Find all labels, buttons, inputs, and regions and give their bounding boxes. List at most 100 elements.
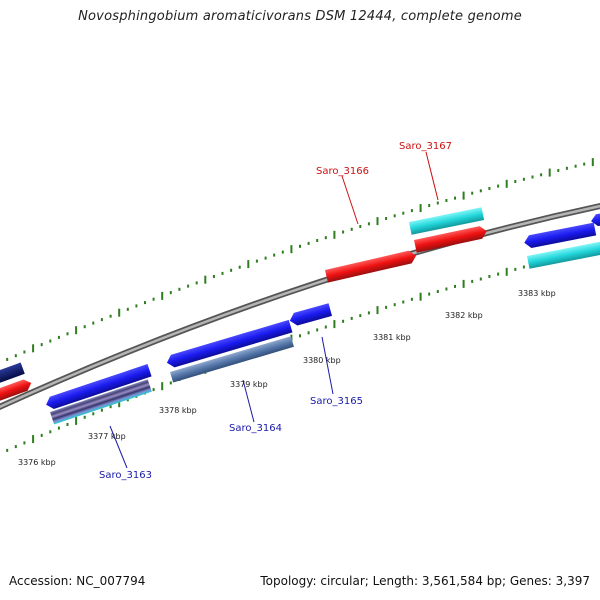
inner-minor-tick <box>359 314 362 318</box>
outer-minor-tick <box>324 236 327 240</box>
outer-minor-tick <box>393 214 396 218</box>
outer-major-tick <box>204 275 207 284</box>
inner-minor-tick <box>316 328 319 332</box>
inner-minor-tick <box>14 445 17 449</box>
outer-major-tick <box>419 204 422 213</box>
gene-right-cyan[interactable] <box>527 241 600 269</box>
outer-minor-tick <box>281 250 284 254</box>
outer-minor-tick <box>445 199 448 202</box>
scale-label-3381: 3381 kbp <box>373 333 411 342</box>
outer-minor-tick <box>100 318 103 322</box>
gene-saro-3163-block[interactable] <box>44 364 152 411</box>
outer-minor-tick <box>264 256 267 260</box>
outer-minor-tick <box>230 268 233 272</box>
scale-label-3383: 3383 kbp <box>518 289 556 298</box>
scale-label-3382: 3382 kbp <box>445 311 483 320</box>
gene-right-blue[interactable] <box>523 222 597 249</box>
inner-minor-tick <box>522 265 525 269</box>
inner-major-tick <box>32 435 35 444</box>
outer-minor-tick <box>195 281 198 285</box>
inner-major-tick <box>505 267 508 276</box>
gene-right-blue-small[interactable] <box>590 211 600 228</box>
outer-minor-tick <box>212 275 215 278</box>
outer-major-tick <box>161 291 164 300</box>
outer-minor-tick <box>410 209 413 213</box>
leader-saro-3163 <box>109 425 128 469</box>
genome-backbone <box>0 203 600 411</box>
inner-minor-tick <box>152 388 155 392</box>
gene-saro-3163-reverse[interactable] <box>50 379 152 425</box>
scale-label-3377: 3377 kbp <box>88 432 126 441</box>
inner-minor-tick <box>324 325 327 329</box>
leader-saro-3164 <box>242 379 255 423</box>
leader-saro-3166 <box>341 175 359 225</box>
inner-minor-tick <box>488 275 491 278</box>
outer-major-tick <box>591 158 594 167</box>
leader-saro-3167 <box>425 151 439 201</box>
outer-minor-tick <box>83 325 86 329</box>
inner-minor-tick <box>436 290 439 293</box>
outer-minor-tick <box>238 265 241 269</box>
label-saro-3167[interactable]: Saro_3167 <box>399 141 452 152</box>
inner-major-tick <box>161 382 164 391</box>
outer-minor-tick <box>531 175 534 179</box>
inner-minor-tick <box>40 433 43 437</box>
label-saro-3165[interactable]: Saro_3165 <box>310 396 363 407</box>
outer-major-tick <box>118 308 121 317</box>
inner-minor-tick <box>410 297 413 301</box>
inner-minor-tick <box>393 303 396 307</box>
outer-minor-tick <box>583 162 586 166</box>
outer-minor-tick <box>14 354 17 358</box>
outer-minor-tick <box>316 239 319 242</box>
label-saro-3166[interactable]: Saro_3166 <box>316 166 369 177</box>
gene-saro-3166-block[interactable] <box>325 249 418 283</box>
inner-minor-tick <box>83 415 86 419</box>
gene-saro-3165-block[interactable] <box>288 303 333 327</box>
inner-minor-tick <box>6 448 9 452</box>
outer-minor-tick <box>109 314 112 318</box>
inner-minor-tick <box>66 423 69 426</box>
inner-minor-tick <box>497 272 500 276</box>
outer-minor-tick <box>540 173 543 177</box>
outer-major-tick <box>247 260 250 269</box>
outer-minor-tick <box>522 177 525 181</box>
scale-label-3380: 3380 kbp <box>303 356 341 365</box>
outer-minor-tick <box>307 241 310 245</box>
inner-minor-tick <box>23 441 26 445</box>
outer-minor-tick <box>557 169 560 172</box>
scale-label-3376: 3376 kbp <box>18 458 56 467</box>
scale-label-3379: 3379 kbp <box>230 380 268 389</box>
outer-major-tick <box>75 326 78 335</box>
gene-saro-3164-reverse[interactable] <box>170 336 294 383</box>
inner-minor-tick <box>307 331 310 335</box>
label-saro-3164[interactable]: Saro_3164 <box>229 423 282 434</box>
outer-major-tick <box>376 217 379 226</box>
outer-minor-tick <box>359 225 362 228</box>
map-title: Novosphingobium aromaticivorans DSM 1244… <box>78 9 522 24</box>
gene-saro-3164-block[interactable] <box>165 319 293 369</box>
outer-minor-tick <box>6 357 9 361</box>
gene-saro-3167-block[interactable] <box>409 207 485 235</box>
outer-minor-tick <box>49 339 52 343</box>
outer-minor-tick <box>367 222 370 226</box>
inner-minor-tick <box>428 292 431 296</box>
outer-minor-tick <box>92 321 95 325</box>
inner-minor-tick <box>471 279 474 283</box>
outer-minor-tick <box>479 189 482 193</box>
gene-left-navy[interactable] <box>0 362 25 389</box>
inner-minor-tick <box>57 426 60 430</box>
label-saro-3163[interactable]: Saro_3163 <box>99 470 152 481</box>
inner-minor-tick <box>342 319 345 323</box>
outer-major-tick <box>548 168 551 177</box>
inner-minor-tick <box>169 381 172 385</box>
gene-left-red[interactable] <box>0 377 33 407</box>
outer-minor-tick <box>187 284 190 288</box>
outer-minor-tick <box>428 204 431 207</box>
genome-backbone-highlight <box>0 204 600 409</box>
gene-red-second-block[interactable] <box>414 225 488 253</box>
outer-minor-tick <box>574 164 577 168</box>
outer-minor-tick <box>436 201 439 205</box>
inner-minor-tick <box>454 284 456 288</box>
inner-major-tick <box>376 306 379 315</box>
outer-major-tick <box>462 191 465 200</box>
